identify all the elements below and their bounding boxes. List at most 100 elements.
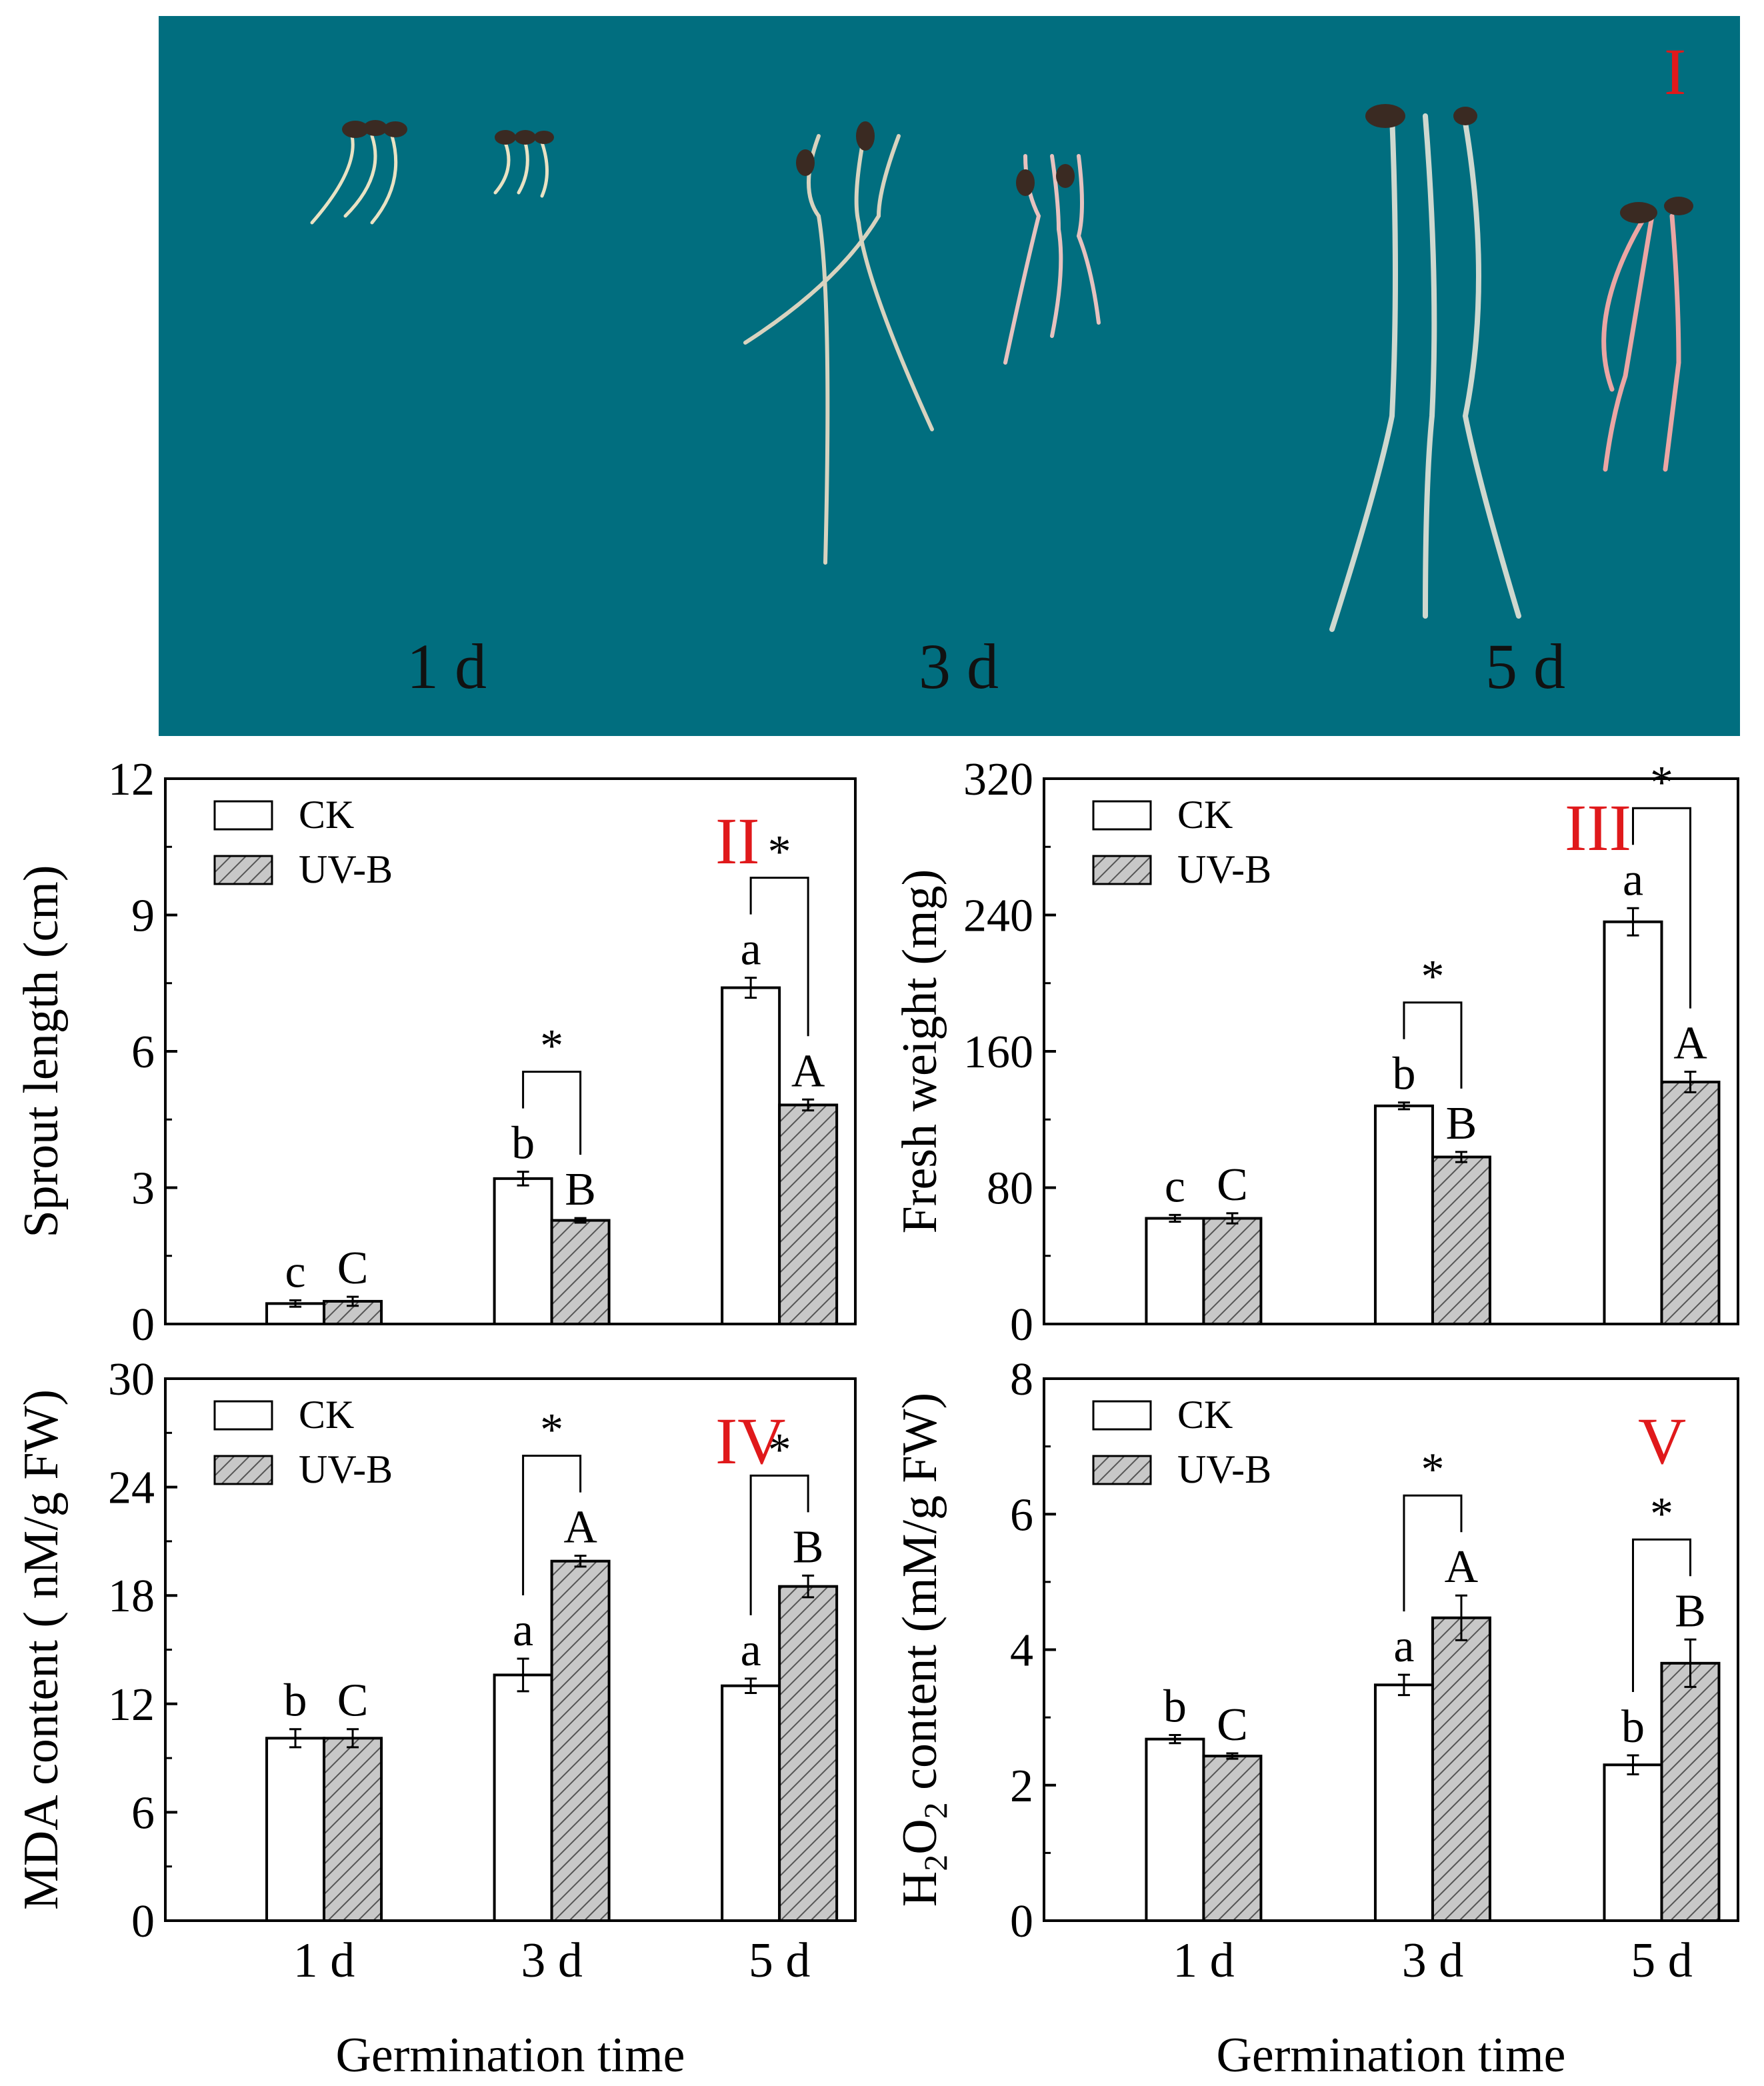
significance-letter: A [563,1502,597,1553]
y-tick-label: 240 [963,891,1033,942]
significance-letter: A [1445,1541,1479,1593]
significance-letter: B [793,1521,824,1573]
legend-swatch [213,855,273,885]
x-tick-label: 5 d [1631,1933,1693,1988]
x-tick-label: 3 d [521,1933,583,1988]
bar-ck-0 [1145,1737,1205,1923]
legend-swatch [1092,1400,1152,1431]
x-tick-label: 1 d [1173,1933,1235,1988]
y-tick-label: 3 [131,1163,155,1215]
y-tick-label: 6 [1010,1489,1033,1541]
significance-bracket [749,1474,809,1615]
chart-panel-ii: 0 3 6 9 12 Sprout length (cm) c b a C B A * * CK UV-B II [14,754,857,1351]
chart-panel-iii: 0 80 160 240 320 Fresh weight (mg) c b a C B A * * CK U… [893,754,1739,1351]
significance-letter: b [1163,1681,1187,1733]
y-tick-label: 12 [108,1679,155,1731]
y-tick-label: 24 [108,1463,155,1514]
significance-letter: c [1165,1161,1185,1212]
significance-star: * [1421,1444,1444,1495]
bar-uvb-1 [1431,1155,1491,1326]
panel-tag: IV [715,1404,786,1478]
significance-star: * [768,1424,791,1475]
significance-letter: C [1217,1159,1248,1211]
panel-tag: V [1638,1404,1686,1478]
photo-day-label-5d: 5 d [1485,631,1565,702]
significance-letter: C [337,1243,369,1294]
significance-bracket [522,1071,582,1155]
significance-star: * [768,827,791,878]
y-axis-label: MDA content ( nM/g FW) [14,1389,69,1910]
y-tick-label: 6 [131,1027,155,1078]
x-axis-label: Germination time [335,2028,685,2083]
bar-uvb-2 [1660,1661,1721,1922]
bar-uvb-1 [550,1559,611,1922]
y-tick-label: 8 [1010,1354,1033,1405]
legend-label: CK [1177,793,1233,837]
significance-star: * [1650,1488,1673,1539]
x-axis-label: Germination time [1216,2028,1565,2083]
legend-swatch [213,1400,273,1431]
bar-uvb-1 [1431,1616,1491,1923]
y-tick-label: 30 [108,1354,155,1405]
y-axis-label: Sprout length (cm) [14,865,69,1237]
significance-letter: b [284,1675,307,1727]
seedling-photo: I 1 d 3 d 5 d [159,16,1740,736]
bar-ck-1 [493,1673,553,1922]
significance-letter: C [337,1675,369,1727]
seedling-illustration [310,104,1693,632]
significance-bracket [522,1455,582,1596]
significance-star: * [1421,951,1444,1003]
y-tick-label: 0 [1010,1896,1033,1947]
significance-bracket [1403,1494,1463,1612]
bar-ck-0 [1145,1217,1205,1325]
significance-letter: C [1217,1699,1248,1751]
y-tick-label: 18 [108,1571,155,1622]
panel-tag-i: I [1664,35,1687,109]
photo-day-label-3d: 3 d [919,631,999,702]
y-tick-label: 12 [108,754,155,805]
significance-letter: a [741,1625,761,1676]
significance-letter: A [791,1045,825,1097]
bar-ck-2 [1603,1763,1663,1922]
panel-tag: III [1565,791,1631,865]
bar-uvb-0 [323,1737,383,1923]
significance-letter: A [1673,1018,1707,1069]
y-tick-label: 4 [1010,1625,1033,1677]
significance-bracket [1631,1538,1691,1693]
legend-label: UV-B [1177,1447,1271,1491]
significance-letter: B [1446,1098,1477,1149]
bar-ck-2 [721,1684,781,1922]
significance-letter: B [565,1164,596,1215]
y-axis-label: H2O2 content (mM/g FW) [893,1393,954,1907]
y-tick-label: 0 [131,1299,155,1351]
bar-uvb-2 [778,1103,839,1325]
significance-bracket [1403,1001,1463,1089]
bar-uvb-2 [778,1585,839,1922]
y-tick-label: 6 [131,1787,155,1839]
legend-label: CK [1177,1393,1233,1437]
legend-swatch [1092,855,1152,885]
legend-label: UV-B [1177,847,1271,891]
y-tick-label: 80 [987,1163,1033,1215]
legend-label: CK [299,793,354,837]
x-tick-label: 3 d [1402,1933,1464,1988]
significance-letter: a [1623,854,1643,905]
y-tick-label: 0 [1010,1299,1033,1351]
y-axis-label: Fresh weight (mg) [893,869,947,1234]
x-tick-label: 5 d [749,1933,811,1988]
legend-swatch [1092,1455,1152,1485]
significance-bracket [749,877,809,1037]
x-tick-label: 1 d [293,1933,355,1988]
chart-panel-iv: 0 6 12 18 24 30 MDA content ( nM/g FW) 1 d 3 d 5 … [14,1354,857,2083]
bar-ck-2 [1603,920,1663,1325]
bar-ck-1 [1373,1683,1434,1922]
bar-uvb-1 [550,1219,611,1325]
legend-swatch [213,800,273,831]
y-tick-label: 9 [131,891,155,942]
y-tick-label: 160 [963,1027,1033,1078]
panel-tag: II [715,804,760,878]
significance-star: * [1650,757,1673,808]
significance-star: * [540,1405,563,1456]
y-tick-label: 2 [1010,1761,1033,1812]
